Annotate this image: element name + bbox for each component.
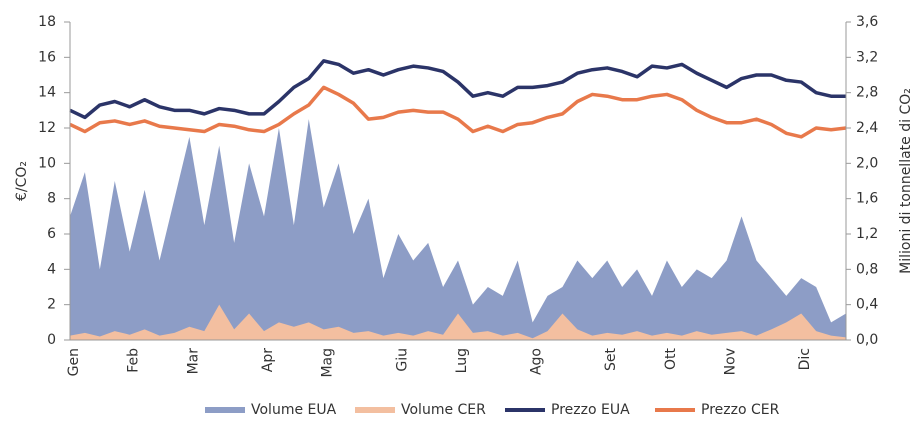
x-tick-label: Feb [126, 348, 142, 373]
x-tick-label: Dic [797, 348, 813, 370]
x-tick-group: Ago [529, 348, 545, 375]
y-tick-label: 14 [38, 85, 56, 101]
x-tick-label: Apr [260, 348, 276, 372]
x-tick-label: Mar [185, 348, 201, 375]
y2-tick-label: 2,0 [856, 155, 878, 171]
x-tick-group: Mag [320, 348, 336, 378]
x-tick-group: Ott [663, 347, 679, 370]
y2-tick-label: 2,8 [856, 85, 878, 101]
line [69, 85, 847, 139]
y2-tick-label: 1,2 [856, 226, 878, 242]
area [70, 119, 846, 341]
y-tick-label: 4 [47, 261, 56, 277]
x-tick-group: Lug [454, 348, 470, 373]
x-tick-label: Mag [320, 348, 336, 378]
y-tick-label: 0 [47, 332, 56, 348]
y-tick-label: 8 [47, 191, 56, 207]
x-tick-label: Set [603, 348, 619, 372]
y2-tick-label: 0,4 [856, 297, 878, 313]
legend-label: Volume EUA [251, 402, 337, 418]
y-tick-label: 2 [47, 297, 56, 313]
y-tick-label: 16 [38, 49, 56, 65]
x-tick-label: Ago [529, 348, 545, 375]
y2-tick-label: 3,2 [856, 49, 878, 65]
x-tick-group: Dic [797, 348, 813, 370]
y2-axis-label: Milioni di tonnellate di CO₂ [898, 88, 914, 274]
x-tick-group: Nov [723, 348, 739, 375]
x-tick-label: Ott [663, 347, 679, 370]
y2-tick-label: 0,0 [856, 332, 878, 348]
x-tick-label: Giu [394, 348, 410, 372]
y-tick-label: 6 [47, 226, 56, 242]
line [69, 59, 846, 120]
y2-tick-label: 0,8 [856, 261, 878, 277]
y2-tick-label: 1,6 [856, 191, 878, 207]
y-tick-label: 18 [38, 14, 56, 30]
x-tick-group: Feb [126, 348, 142, 373]
x-tick-group: Mar [185, 348, 201, 375]
x-tick-group: Apr [260, 348, 276, 372]
y-axis-label: €/CO₂ [14, 161, 30, 201]
y2-tick-label: 2,4 [856, 120, 878, 136]
x-tick-label: Nov [723, 348, 739, 375]
x-tick-group: Giu [394, 348, 410, 372]
y-tick-label: 12 [38, 120, 56, 136]
area [70, 304, 846, 340]
x-tick-group: Gen [66, 348, 82, 376]
x-tick-label: Gen [66, 348, 82, 376]
legend-label: Prezzo CER [701, 402, 780, 418]
x-tick-label: Lug [454, 348, 470, 373]
legend-label: Volume CER [401, 402, 486, 418]
y2-tick-label: 3,6 [856, 14, 878, 30]
legend-label: Prezzo EUA [551, 402, 630, 418]
x-tick-group: Set [603, 348, 619, 372]
y-tick-label: 10 [38, 155, 56, 171]
